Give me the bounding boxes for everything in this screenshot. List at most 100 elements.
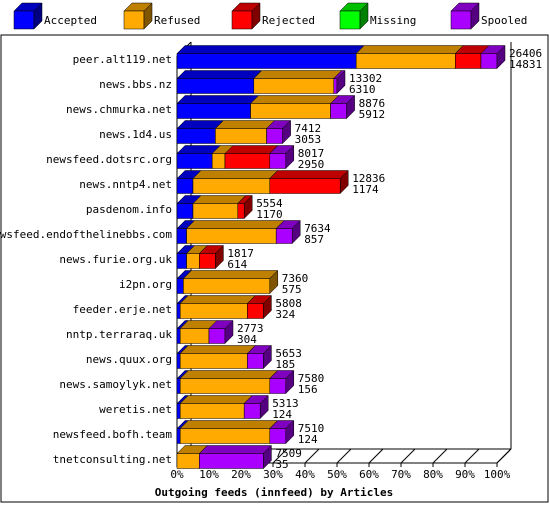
legend: Accepted Refused Rejected Missing Spooled — [13, 2, 527, 30]
bar-segment-spooled-side — [285, 419, 295, 445]
bar-segment-spooled-top — [198, 445, 273, 454]
accepted-total-label: 124 — [272, 408, 292, 421]
bar-row — [176, 319, 234, 345]
offered-total-label: 5313 — [272, 397, 299, 410]
bar-segment-spooled — [269, 144, 295, 170]
offered-total-label: 7510 — [298, 422, 325, 435]
bar-row — [176, 69, 346, 95]
offered-total-label: 12836 — [352, 172, 385, 185]
bar-segment-refused-front — [253, 78, 335, 94]
bar-segment-refused-front — [183, 278, 271, 294]
bar-segment-rejected-front — [224, 153, 271, 169]
category-label: news.samoylyk.net — [59, 378, 172, 391]
bar-segment-accepted-front — [176, 403, 181, 419]
bar-segment-rejected — [269, 169, 349, 195]
bar-segment-refused-front — [192, 178, 271, 194]
bar-segment-spooled-front — [247, 353, 264, 369]
bar-segment-spooled — [198, 444, 273, 470]
bar-segment-spooled-front — [269, 428, 287, 444]
category-label: news.bbs.nz — [99, 78, 172, 91]
legend-swatch-spooled-front — [450, 10, 472, 30]
bar-segment-spooled — [208, 319, 234, 345]
offered-total-label: 7580 — [298, 372, 325, 385]
offered-total-label: 5653 — [275, 347, 302, 360]
bar-segment-spooled — [269, 419, 295, 445]
bar-segment-refused-front — [250, 103, 331, 119]
x-gridline — [464, 448, 480, 464]
bar-row — [176, 169, 349, 195]
bar-segment-accepted-front — [176, 278, 184, 294]
accepted-total-label: 575 — [282, 283, 302, 296]
accepted-total-label: 304 — [237, 333, 257, 346]
legend-swatch-refused-side — [143, 2, 153, 30]
legend-swatch-accepted — [13, 2, 43, 30]
offered-total-label: 7634 — [304, 222, 331, 235]
bar-segment-spooled-front — [275, 228, 293, 244]
bar-segment-spooled-side — [291, 219, 301, 245]
bar-segment-refused-front — [179, 403, 245, 419]
bar-segment-accepted-front — [176, 128, 216, 144]
bar-segment-spooled-front — [266, 128, 283, 144]
bar-row — [176, 369, 295, 395]
plot-frame — [0, 34, 549, 503]
legend-swatch-spooled — [450, 2, 480, 30]
legend-label-spooled: Spooled — [481, 14, 527, 27]
accepted-total-label: 156 — [298, 383, 318, 396]
bar-segment-rejected-side — [339, 169, 349, 195]
offered-total-label: 2773 — [237, 322, 264, 335]
bar-segment-refused-front — [186, 253, 200, 269]
bar-segment-spooled-front — [480, 53, 498, 69]
x-tick-label: 40% — [295, 468, 315, 481]
bar-segment-spooled-front — [330, 103, 347, 119]
bar-segment-refused — [179, 369, 279, 395]
bar-row — [176, 419, 295, 445]
accepted-total-label: 6310 — [349, 83, 376, 96]
bar-segment-accepted-front — [176, 103, 251, 119]
bar-segment-spooled-front — [269, 153, 287, 169]
offered-total-label: 7509 — [275, 447, 302, 460]
bar-segment-accepted-front — [176, 253, 187, 269]
bar-segment-spooled-side — [224, 319, 234, 345]
bar-segment-rejected-front — [237, 203, 245, 219]
bar-segment-refused-top — [249, 95, 340, 104]
x-tick-label: 20% — [231, 468, 251, 481]
x-tick-label: 70% — [391, 468, 411, 481]
bar-segment-spooled-front — [269, 378, 287, 394]
x-axis-label: Outgoing feeds (innfeed) by Articles — [155, 486, 393, 499]
x-tick-label: 60% — [359, 468, 379, 481]
legend-label-rejected: Rejected — [262, 14, 315, 27]
category-label: tnetconsulting.net — [53, 453, 172, 466]
bar-segment-refused-top — [179, 345, 257, 354]
accepted-total-label: 124 — [298, 433, 318, 446]
category-label: i2pn.org — [119, 278, 172, 291]
legend-swatch-spooled-side — [470, 2, 480, 30]
category-label: newsfeed.endofthelinebbs.com — [0, 228, 172, 241]
bar-segment-refused-front — [215, 128, 267, 144]
bar-segment-rejected — [198, 244, 225, 270]
legend-label-refused: Refused — [154, 14, 200, 27]
offered-total-label: 1817 — [227, 247, 254, 260]
bar-segment-accepted-front — [176, 53, 357, 69]
accepted-total-label: 614 — [227, 258, 247, 271]
bar-segment-spooled — [265, 119, 292, 145]
bar-segment-spooled — [243, 394, 269, 420]
bar-segment-refused-front — [192, 203, 239, 219]
bar-segment-refused — [179, 294, 257, 320]
bar-segment-accepted-front — [176, 78, 255, 94]
x-tick-label: 50% — [327, 468, 347, 481]
bar-segment-spooled-front — [208, 328, 226, 344]
bar-segment-refused — [182, 269, 279, 295]
bar-segment-refused — [249, 94, 340, 120]
bar-segment-refused-front — [176, 453, 200, 469]
bar-row — [176, 244, 225, 270]
x-gridline — [496, 448, 512, 464]
bar-segment-refused-front — [211, 153, 226, 169]
bar-segment-rejected-side — [215, 244, 224, 270]
bar-segment-accepted-top — [176, 45, 365, 54]
bars — [176, 44, 506, 470]
bar-segment-accepted — [176, 94, 260, 120]
accepted-total-label: 35 — [275, 458, 288, 471]
category-label: news.quux.org — [86, 353, 172, 366]
